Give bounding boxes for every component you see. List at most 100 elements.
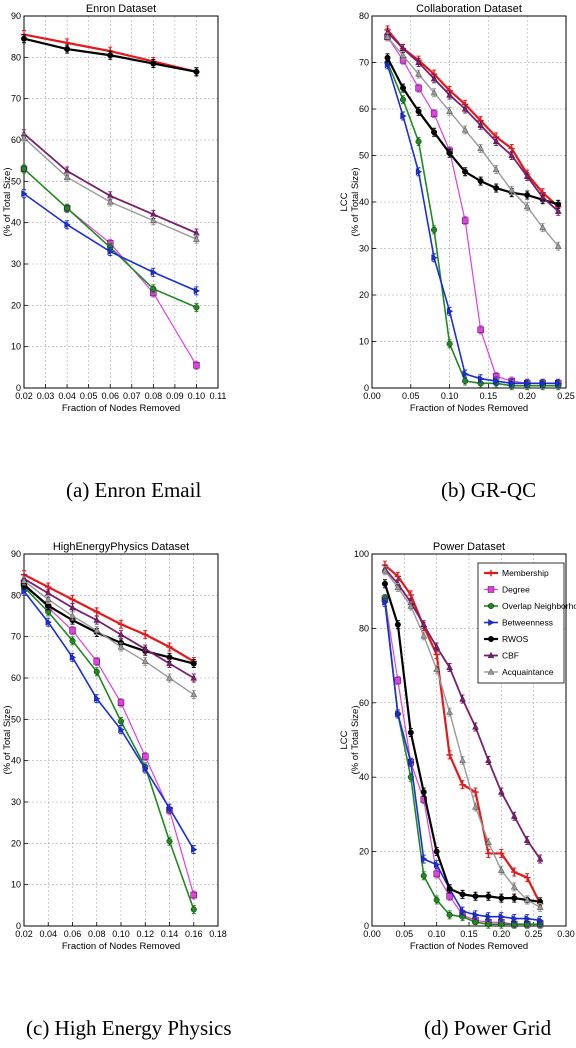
data-point	[117, 643, 125, 650]
data-point	[420, 872, 427, 879]
data-point	[93, 608, 100, 616]
data-point	[421, 855, 428, 863]
data-point	[431, 129, 438, 136]
chart-title: Power Dataset	[433, 541, 505, 553]
series-betweenness	[382, 597, 544, 925]
data-point	[523, 202, 531, 210]
x-tick-label: 0.02	[15, 929, 33, 939]
y-tick-label: 20	[11, 300, 21, 310]
data-point	[117, 718, 124, 725]
data-point	[461, 105, 469, 112]
data-point	[93, 626, 100, 634]
data-point	[190, 906, 197, 913]
data-point	[191, 846, 198, 853]
data-point	[446, 708, 453, 715]
data-point	[415, 58, 422, 66]
series-line	[23, 586, 195, 910]
data-point	[150, 268, 157, 276]
y-tick-label: 90	[11, 549, 21, 559]
legend-marker	[487, 586, 495, 593]
data-point	[384, 54, 391, 61]
data-point	[400, 96, 407, 103]
data-point	[511, 915, 518, 923]
data-point	[462, 370, 469, 378]
data-point	[511, 868, 518, 876]
data-point	[446, 885, 453, 892]
data-point	[107, 248, 114, 256]
data-point	[407, 602, 415, 609]
data-point	[498, 788, 505, 795]
data-point	[20, 134, 28, 141]
data-point	[399, 51, 407, 59]
x-tick-label: 0.06	[101, 391, 119, 401]
series-line	[23, 573, 195, 663]
data-point	[150, 60, 157, 67]
x-axis-label: Fraction of Nodes Removed	[62, 941, 180, 952]
data-point	[93, 658, 100, 665]
x-tick-label: 0.10	[441, 391, 459, 401]
data-point	[430, 75, 438, 82]
y-axis-label: LCC(% of Total Size)	[0, 168, 13, 237]
data-point	[509, 379, 516, 387]
data-point	[107, 52, 114, 59]
x-axis-label: Fraction of Nodes Removed	[62, 403, 180, 414]
series-overlap-neighborhood	[384, 58, 562, 391]
y-tick-label: 0	[364, 921, 369, 931]
data-point	[433, 643, 440, 650]
data-point	[498, 913, 505, 921]
data-point	[420, 789, 427, 796]
data-point	[384, 33, 391, 40]
data-point	[485, 893, 492, 900]
data-point	[142, 631, 149, 638]
y-axis-label: LCC(% of Total Size)	[0, 706, 13, 775]
data-point	[408, 758, 415, 766]
data-point	[508, 186, 515, 193]
data-point	[508, 151, 515, 159]
x-tick-label: 0.25	[557, 391, 575, 401]
data-point	[524, 379, 531, 387]
data-point	[69, 596, 76, 603]
x-tick-label: 0.16	[185, 929, 203, 939]
y-tick-label: 80	[11, 590, 21, 600]
y-tick-label: 50	[11, 714, 21, 724]
series-betweenness	[21, 189, 200, 296]
data-point	[459, 891, 466, 898]
data-point	[524, 915, 531, 923]
data-point	[485, 838, 492, 845]
y-tick-label: 80	[359, 11, 369, 21]
y-tick-label: 100	[354, 549, 369, 559]
data-point	[498, 895, 505, 902]
legend-label: Betweenness	[502, 618, 553, 628]
data-point	[193, 304, 200, 311]
series-cbf	[384, 27, 562, 216]
data-point	[190, 660, 197, 667]
data-point	[472, 911, 479, 919]
x-tick-label: 0.08	[145, 391, 163, 401]
x-tick-label: 0.10	[188, 391, 206, 401]
data-point	[415, 70, 422, 77]
data-point	[420, 632, 427, 639]
data-point	[166, 643, 173, 651]
data-point	[142, 645, 149, 652]
data-point	[511, 895, 518, 902]
x-tick-label: 0.15	[480, 391, 498, 401]
data-point	[415, 84, 422, 92]
legend-marker	[487, 569, 495, 577]
data-point	[193, 68, 200, 75]
data-point	[477, 144, 484, 152]
x-tick-label: 0.04	[58, 391, 76, 401]
data-point	[94, 695, 101, 703]
data-point	[537, 916, 544, 924]
data-point	[21, 587, 28, 595]
data-point	[472, 803, 479, 810]
data-point	[472, 788, 479, 796]
data-point	[407, 729, 414, 736]
x-tick-label: 0.14	[161, 929, 179, 939]
data-point	[493, 377, 500, 385]
x-tick-label: 0.03	[37, 391, 55, 401]
x-tick-label: 0.08	[88, 929, 106, 939]
series-acquaintance	[20, 576, 197, 700]
data-point	[446, 751, 453, 759]
x-tick-label: 0.05	[396, 929, 414, 939]
legend-label: Acquaintance	[502, 667, 554, 677]
